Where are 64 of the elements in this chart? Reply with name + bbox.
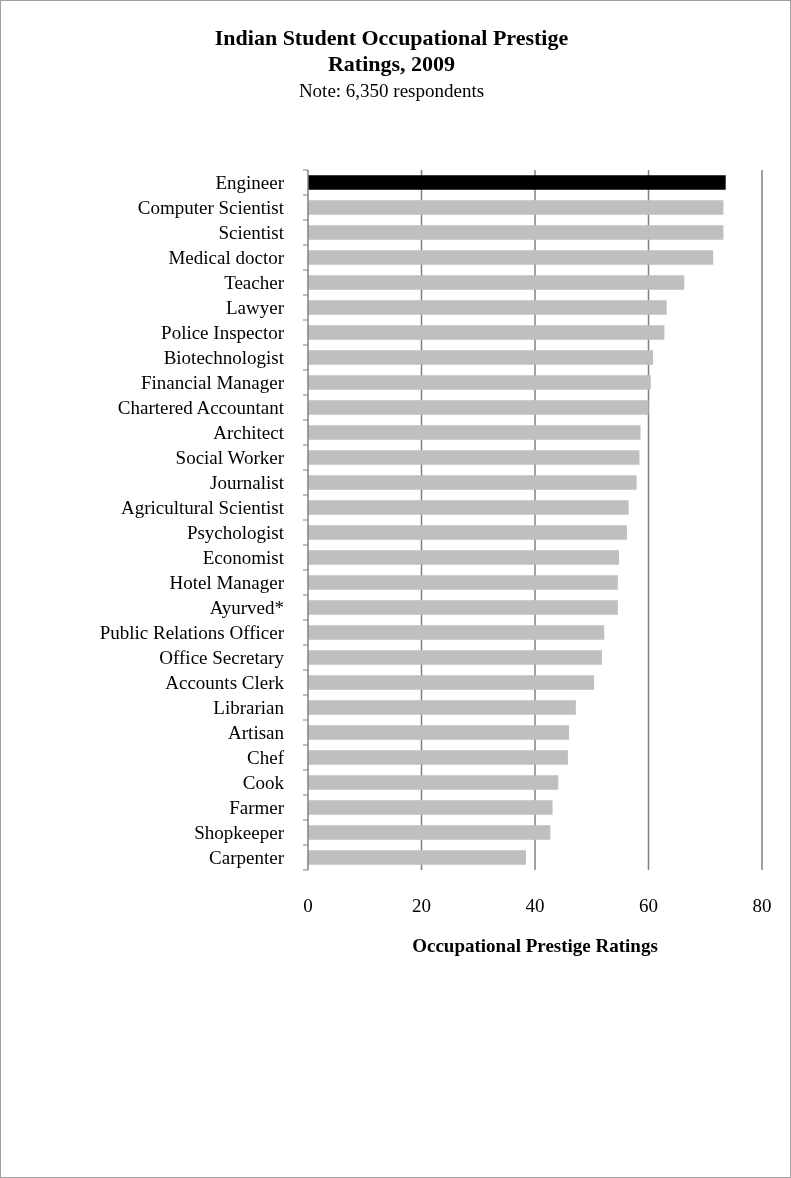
y-tick-label: Biotechnologist (163, 347, 285, 369)
bar (308, 400, 649, 415)
bar (308, 750, 568, 765)
y-tick-label: Farmer (229, 797, 285, 819)
y-tick-label: Agricultural Scientist (120, 497, 285, 519)
y-tick-label: Medical doctor (168, 247, 285, 269)
bar (308, 650, 602, 665)
y-tick-label: Chartered Accountant (117, 397, 285, 419)
bar (308, 200, 724, 215)
y-tick-label: Financial Manager (141, 372, 285, 394)
y-tick-label: Social Worker (175, 447, 285, 469)
bar (308, 225, 724, 240)
y-tick-label: Artisan (228, 722, 285, 744)
y-tick-label: Office Secretary (159, 647, 285, 669)
x-tick-label: 60 (639, 895, 658, 916)
y-tick-label: Architect (213, 422, 285, 444)
y-tick-label: Teacher (224, 272, 285, 294)
bar (308, 525, 627, 540)
bar (308, 725, 570, 740)
bar (308, 450, 640, 465)
bar (308, 350, 654, 365)
bar (308, 275, 685, 290)
x-tick-label: 20 (412, 895, 431, 916)
bar (308, 300, 667, 315)
bar (308, 600, 618, 615)
bar (308, 625, 605, 640)
y-tick-label: Psychologist (186, 522, 285, 544)
bar (308, 550, 619, 565)
bar (308, 375, 651, 390)
bar (308, 500, 629, 515)
y-tick-label: Ayurved* (209, 597, 284, 619)
y-tick-label: Chef (247, 747, 285, 769)
y-tick-label: Hotel Manager (169, 572, 285, 594)
bar (308, 475, 637, 490)
bar (308, 700, 576, 715)
x-tick-label: 80 (752, 895, 772, 916)
bar (308, 800, 553, 815)
y-tick-label: Public Relations Officer (99, 622, 285, 644)
bar (308, 175, 726, 190)
y-tick-label: Shopkeeper (194, 822, 285, 844)
chart-title: Indian Student Occupational Prestige Ratings, 2009 (214, 25, 569, 76)
bar (308, 825, 551, 840)
bar (308, 425, 641, 440)
bar (308, 850, 526, 865)
y-tick-label: Lawyer (225, 297, 285, 319)
x-axis-title: Occupational Prestige Ratings (412, 935, 658, 956)
y-tick-label: Police Inspector (161, 322, 285, 344)
y-tick-label: Cook (242, 772, 285, 794)
bar (308, 675, 595, 690)
y-tick-label: Computer Scientist (137, 197, 285, 219)
bar (308, 325, 665, 340)
y-tick-label: Librarian (213, 697, 285, 719)
x-tick-label: 0 (303, 895, 313, 916)
y-tick-label: Economist (202, 547, 285, 569)
y-tick-label: Carpenter (209, 847, 285, 869)
bar (308, 575, 618, 590)
y-tick-label: Journalist (210, 472, 285, 494)
bar (308, 775, 559, 790)
bar (308, 250, 714, 265)
x-tick-label: 40 (525, 895, 545, 916)
y-tick-label: Accounts Clerk (165, 672, 285, 694)
chart-subtitle: Note: 6,350 respondents (298, 80, 485, 101)
y-tick-label: Scientist (218, 222, 285, 244)
y-tick-label: Engineer (215, 172, 285, 194)
